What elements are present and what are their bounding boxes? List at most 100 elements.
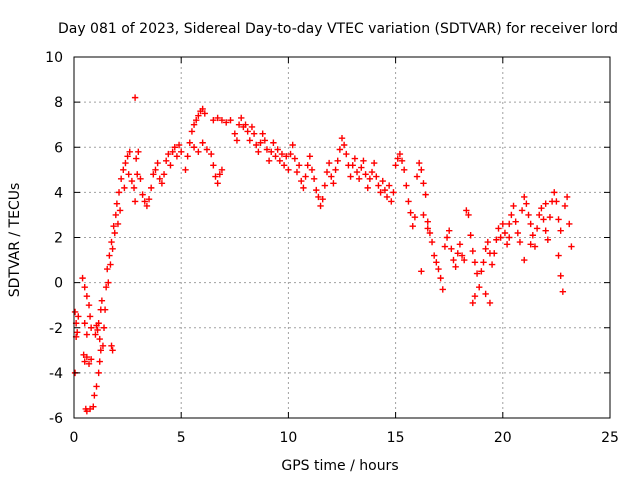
data-point [343,150,350,158]
data-point [160,171,168,178]
data-point [238,114,245,122]
data-point [79,274,86,282]
data-point [195,148,202,155]
data-point [125,171,132,178]
data-point [441,243,449,250]
data-point [110,223,117,230]
data-point [422,191,429,198]
data-point [559,288,567,295]
data-point [418,268,425,275]
data-point [270,139,277,146]
data-point [135,148,142,155]
data-point [291,155,299,162]
data-point [546,213,554,221]
data-point [218,166,226,174]
data-point [115,189,123,196]
data-point [510,202,517,210]
data-point [381,186,389,194]
data-point [244,128,251,135]
data-point [261,137,269,144]
data-point [137,175,144,183]
data-point [306,153,314,160]
data-point [493,236,500,243]
data-point [488,261,496,268]
data-point [403,182,410,189]
data-point [86,405,94,413]
data-point [330,180,337,187]
data-point [105,279,112,286]
data-point [274,146,281,153]
data-point [175,141,183,149]
data-point [452,263,459,271]
data-point [268,148,275,155]
data-point [420,211,427,219]
data-point [122,159,129,167]
data-point [162,157,170,164]
data-point [96,358,103,365]
data-point [80,351,87,359]
data-point [106,252,113,259]
data-point [420,180,427,187]
data-point [446,227,453,234]
data-point [465,211,472,219]
data-point [104,265,111,273]
data-point [368,168,376,176]
data-point [195,112,202,119]
data-point [566,220,573,228]
y-tick-label: 0 [54,276,63,292]
data-point [231,130,238,137]
data-point [396,150,404,158]
data-point [139,191,146,198]
data-point [92,331,99,338]
data-point [527,241,534,248]
data-point [169,148,176,155]
data-point [83,408,91,415]
data-point [418,166,425,174]
data-point [114,220,122,228]
data-point [349,162,356,169]
data-point [482,245,489,252]
data-point [85,301,93,309]
data-point [364,184,371,192]
data-point [471,259,479,266]
data-point [527,220,534,228]
data-point [531,243,539,250]
data-point [171,144,178,151]
data-point [108,238,115,246]
data-point [561,202,569,210]
data-point [130,184,138,192]
data-point [461,256,468,264]
data-point [154,159,161,167]
data-point [373,173,380,180]
data-point [227,116,234,124]
data-point [529,232,537,239]
data-point [323,168,331,176]
data-point [276,157,284,164]
data-point [362,171,369,178]
data-point [109,245,116,252]
data-point [111,229,118,237]
data-point [542,200,549,207]
data-point [336,146,344,153]
data-point [385,182,393,189]
data-point [98,297,106,304]
data-point [158,180,166,187]
data-point [355,175,363,183]
data-point [81,283,88,291]
data-point [285,166,292,174]
data-point [390,189,397,196]
data-point [90,403,97,410]
data-point [424,225,431,232]
x-tick-label: 15 [387,430,405,446]
data-point [126,148,133,155]
data-point [242,121,249,128]
chart-title: Day 081 of 2023, Sidereal Day-to-day VTE… [58,21,618,37]
data-point [100,324,108,331]
data-point [289,141,296,149]
data-point [93,383,100,390]
data-point [283,153,290,160]
data-point [280,162,288,169]
data-point [121,184,128,192]
data-point [223,119,230,126]
